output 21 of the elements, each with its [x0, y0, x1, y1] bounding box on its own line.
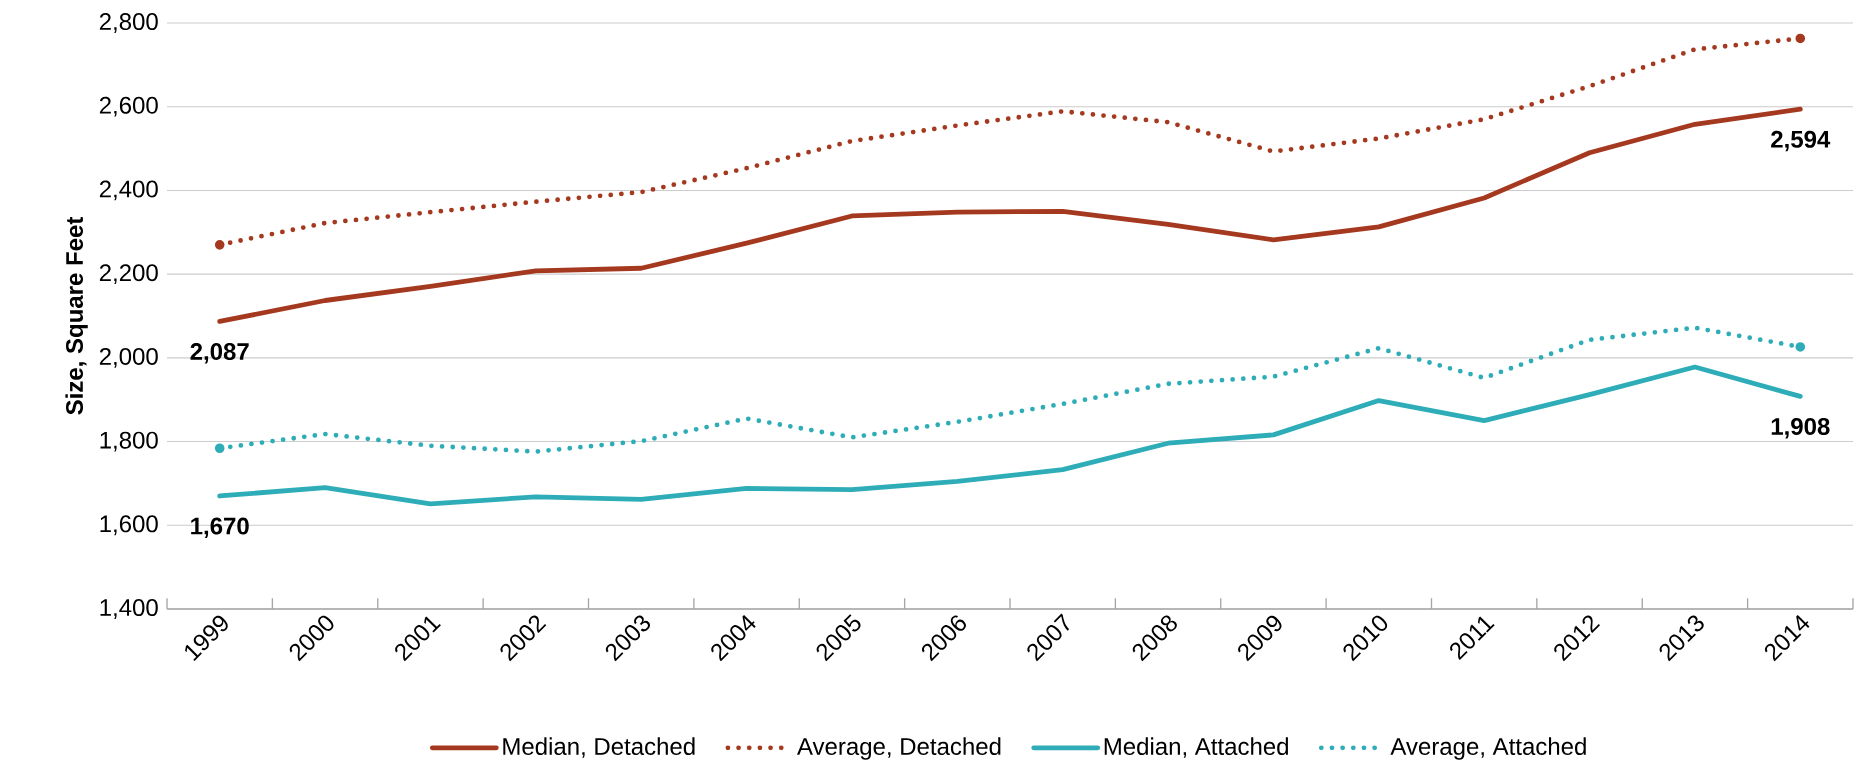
y-tick-label: 1,400: [100, 599, 158, 619]
annotation: 1,908: [1771, 417, 1830, 439]
legend-label: Median, Detached: [503, 737, 695, 758]
y-tick-label: 2,800: [99, 13, 158, 33]
y-tick-label: 1,800: [100, 431, 158, 452]
y-tick-label: 2,200: [99, 264, 158, 285]
point: [214, 240, 225, 250]
y-tick-label: 2,600: [99, 96, 158, 117]
point: [214, 443, 225, 454]
y-tick-label: 1,600: [100, 515, 158, 536]
y-tick-label: 2,400: [99, 180, 158, 201]
legend-label: Average, Attached: [1390, 737, 1586, 760]
legend-label: Average, Detached: [797, 737, 1001, 760]
y-tick-label: 2,000: [99, 347, 158, 368]
legend-label: Median, Attached: [1104, 737, 1288, 758]
annotation: 2,087: [190, 343, 249, 364]
point: [1795, 33, 1806, 44]
annotation: 2,594: [1771, 130, 1831, 152]
point: [1795, 342, 1806, 352]
annotation: 1,670: [191, 517, 249, 539]
y-axis-title: Size, Square Feet: [65, 216, 88, 415]
